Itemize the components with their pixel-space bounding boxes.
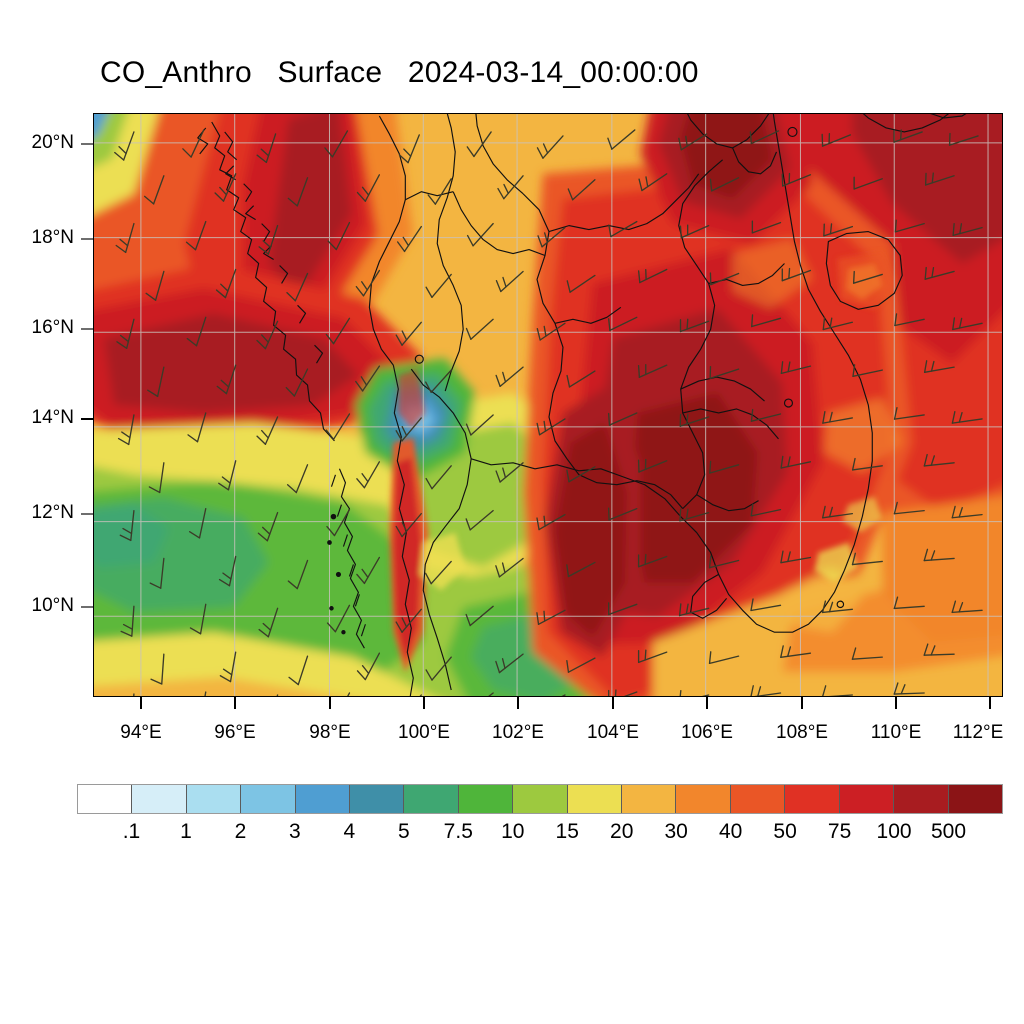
x-tick-106E bbox=[706, 697, 708, 709]
colorbar-cell-13 bbox=[785, 785, 840, 813]
colorbar-cell-2 bbox=[186, 785, 242, 813]
y-tick-10N bbox=[81, 606, 93, 608]
x-tick-label-106E: 106°E bbox=[681, 722, 733, 743]
colorbar-label-15: 500 bbox=[930, 820, 967, 843]
y-tick-14N bbox=[81, 418, 93, 420]
x-tick-100E bbox=[423, 697, 425, 709]
y-tick-label-20N: 20°N bbox=[31, 132, 74, 153]
y-tick-16N bbox=[81, 328, 93, 330]
colorbar-label-8: 15 bbox=[555, 820, 579, 843]
colorbar-cell-16 bbox=[948, 785, 1002, 813]
colorbar bbox=[77, 784, 1003, 814]
colorbar-label-6: 7.5 bbox=[443, 820, 473, 843]
colorbar-cell-4 bbox=[295, 785, 351, 813]
colorbar-cell-11 bbox=[676, 785, 731, 813]
page-title: CO_Anthro Surface 2024-03-14_00:00:00 bbox=[100, 56, 699, 89]
x-tick-label-100E: 100°E bbox=[398, 722, 450, 743]
y-tick-label-12N: 12°N bbox=[31, 502, 74, 523]
x-tick-label-110E: 110°E bbox=[870, 722, 922, 743]
colorbar-label-12: 50 bbox=[773, 820, 797, 843]
x-tick-94E bbox=[140, 697, 142, 709]
colorbar-label-5: 5 bbox=[397, 820, 410, 843]
colorbar-label-4: 4 bbox=[343, 820, 356, 843]
colorbar-cell-1 bbox=[132, 785, 187, 813]
colorbar-label-14: 100 bbox=[876, 820, 912, 843]
x-tick-label-96E: 96°E bbox=[214, 722, 256, 743]
x-tick-label-102E: 102°E bbox=[492, 722, 544, 743]
x-tick-label-108E: 108°E bbox=[776, 722, 828, 743]
colorbar-label-7: 10 bbox=[501, 820, 525, 843]
colorbar-cell-12 bbox=[730, 785, 786, 813]
y-tick-20N bbox=[81, 143, 93, 145]
y-tick-18N bbox=[81, 238, 93, 240]
contour-field bbox=[94, 114, 1002, 696]
colorbar-label-13: 75 bbox=[827, 820, 852, 843]
colorbar-cell-8 bbox=[513, 785, 568, 813]
colorbar-label-11: 40 bbox=[718, 820, 743, 843]
x-tick-label-104E: 104°E bbox=[587, 722, 639, 743]
colorbar-cell-0 bbox=[78, 785, 133, 813]
y-tick-12N bbox=[81, 513, 93, 515]
x-tick-label-98E: 98°E bbox=[309, 722, 351, 743]
x-tick-label-94E: 94°E bbox=[120, 722, 162, 743]
colorbar-cell-3 bbox=[241, 785, 296, 813]
colorbar-cell-9 bbox=[567, 785, 623, 813]
wind-barb-overlay bbox=[94, 114, 1002, 696]
colorbar-cell-7 bbox=[458, 785, 514, 813]
colorbar-label-2: 2 bbox=[234, 820, 247, 843]
colorbar-label-1: 1 bbox=[180, 820, 192, 843]
x-tick-label-112E: 112°E bbox=[952, 722, 1004, 743]
colorbar-cell-14 bbox=[839, 785, 895, 813]
colorbar-label-0: .1 bbox=[122, 820, 141, 843]
x-tick-108E bbox=[801, 697, 803, 709]
y-tick-label-14N: 14°N bbox=[31, 407, 74, 428]
y-tick-label-16N: 16°N bbox=[31, 317, 74, 338]
coastline-overlay bbox=[197, 114, 967, 696]
map-plot-area bbox=[93, 113, 1003, 697]
x-tick-102E bbox=[517, 697, 519, 709]
x-tick-98E bbox=[329, 697, 331, 709]
contour-svg bbox=[94, 114, 1002, 696]
colorbar-label-3: 3 bbox=[289, 820, 301, 843]
colorbar-cell-10 bbox=[622, 785, 677, 813]
y-tick-label-18N: 18°N bbox=[31, 227, 74, 248]
colorbar-cell-5 bbox=[350, 785, 405, 813]
x-tick-110E bbox=[895, 697, 897, 709]
x-tick-96E bbox=[234, 697, 236, 709]
colorbar-cell-6 bbox=[404, 785, 459, 813]
x-tick-112E bbox=[989, 697, 991, 709]
x-tick-104E bbox=[612, 697, 614, 709]
colorbar-cell-15 bbox=[894, 785, 949, 813]
y-tick-label-10N: 10°N bbox=[31, 595, 74, 616]
wind-barb-svg bbox=[114, 129, 983, 696]
colorbar-label-10: 30 bbox=[664, 820, 688, 843]
colorbar-labels: .1 1 2 3 4 5 7.5 10 15 20 30 40 50 75 100 500 bbox=[77, 820, 1003, 848]
colorbar-label-9: 20 bbox=[610, 820, 634, 843]
